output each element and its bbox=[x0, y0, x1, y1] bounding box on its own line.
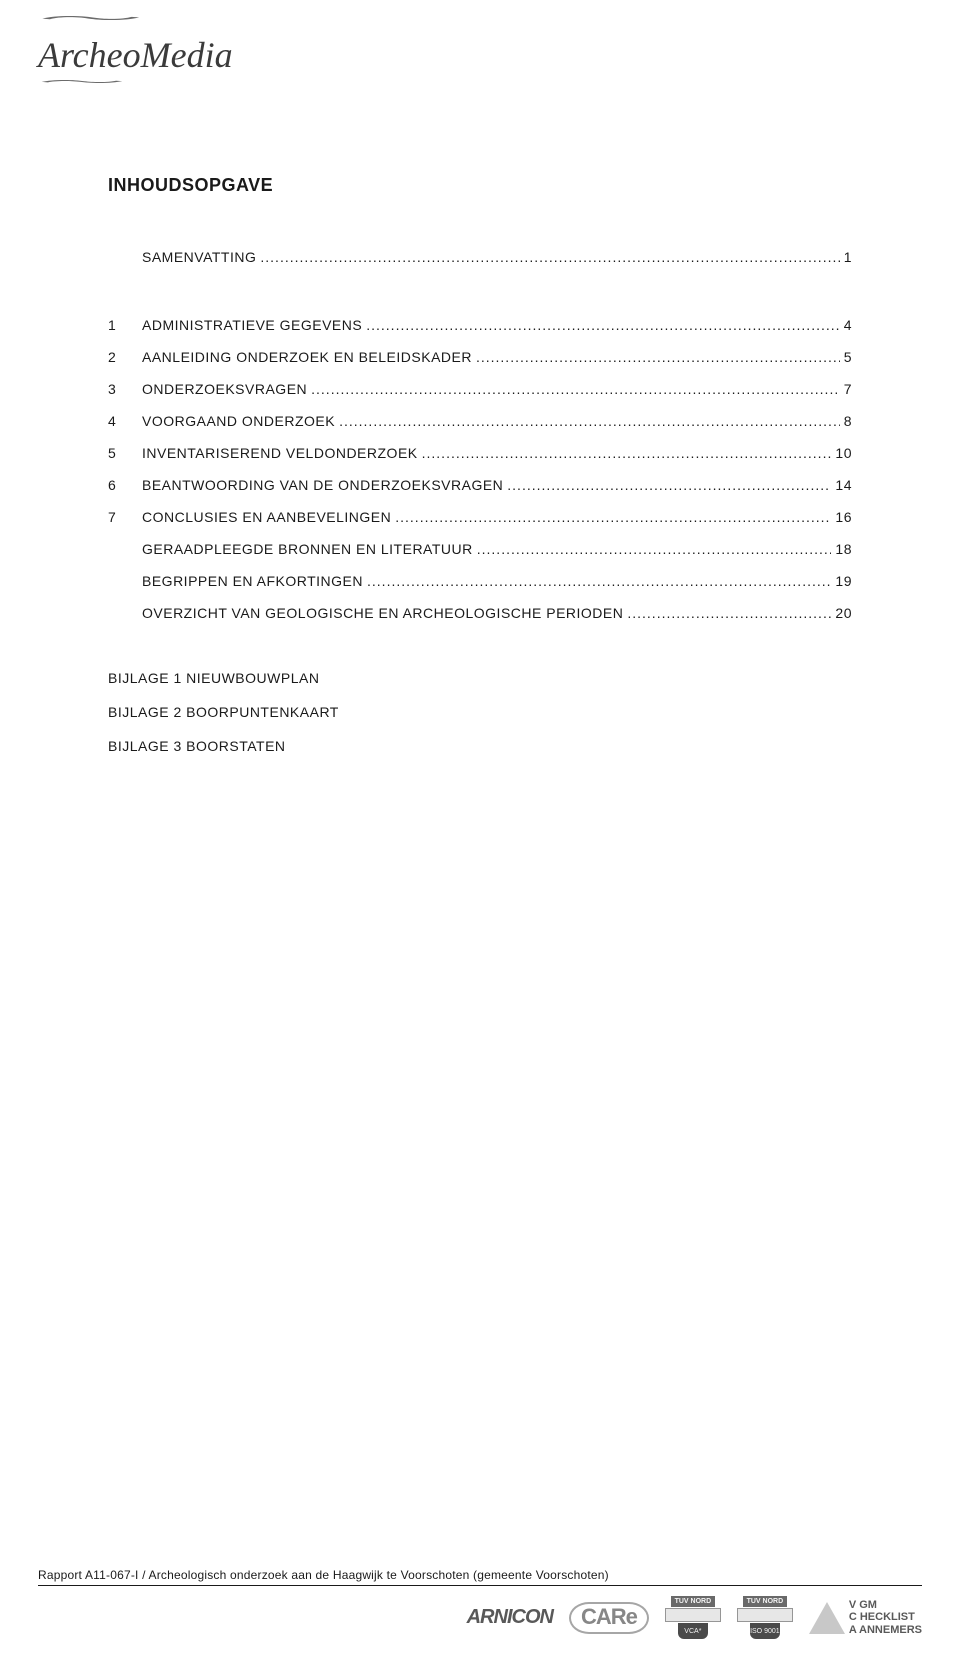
toc-page: 19 bbox=[831, 574, 852, 588]
toc-number: 3 bbox=[108, 382, 142, 396]
toc-page: 4 bbox=[840, 318, 852, 332]
toc-page: 8 bbox=[840, 414, 852, 428]
toc-page: 5 bbox=[840, 350, 852, 364]
toc-entry: SAMENVATTING 1 bbox=[108, 250, 852, 264]
toc-entry: 7 CONCLUSIES EN AANBEVELINGEN 16 bbox=[108, 510, 852, 524]
toc-entry: OVERZICHT VAN GEOLOGISCHE EN ARCHEOLOGIS… bbox=[108, 606, 852, 620]
toc-number: 6 bbox=[108, 478, 142, 492]
content: INHOUDSOPGAVE SAMENVATTING 1 1 ADMINISTR… bbox=[108, 175, 852, 772]
appendix-line: BIJLAGE 1 NIEUWBOUWPLAN bbox=[108, 670, 852, 686]
vca-line: V GM bbox=[849, 1599, 877, 1611]
toc-page: 10 bbox=[831, 446, 852, 460]
tuv-badge: ISO 9001 bbox=[750, 1623, 780, 1639]
toc-page: 18 bbox=[831, 542, 852, 556]
care-logo: CARe bbox=[569, 1602, 649, 1634]
tuv-label: TUV NORD bbox=[743, 1596, 788, 1607]
toc-leader bbox=[307, 382, 840, 396]
page-title: INHOUDSOPGAVE bbox=[108, 175, 852, 196]
toc-page: 7 bbox=[840, 382, 852, 396]
toc-page: 1 bbox=[840, 250, 852, 264]
vca-line: A ANNEMERS bbox=[849, 1624, 922, 1636]
tuv-cert-box bbox=[665, 1608, 721, 1622]
toc-label: VOORGAAND ONDERZOEK bbox=[142, 414, 335, 428]
footer: Rapport A11-067-I / Archeologisch onderz… bbox=[38, 1568, 922, 1639]
vca-text: V GM C HECKLIST A ANNEMERS bbox=[849, 1599, 922, 1635]
logo-swoosh-top: ～ bbox=[38, 17, 466, 20]
logo: ～ ArcheoMedia ～ bbox=[38, 14, 233, 86]
toc-entry: 1 ADMINISTRATIEVE GEGEVENS 4 bbox=[108, 318, 852, 332]
tuv-nord-iso-logo: TUV NORD ISO 9001 bbox=[737, 1596, 793, 1639]
vca-checklist-logo: V GM C HECKLIST A ANNEMERS bbox=[809, 1599, 922, 1635]
tuv-badge: VCA* bbox=[678, 1623, 708, 1639]
toc-number: 5 bbox=[108, 446, 142, 460]
toc-entry: 4 VOORGAAND ONDERZOEK 8 bbox=[108, 414, 852, 428]
toc-leader bbox=[473, 542, 832, 556]
toc-leader bbox=[363, 574, 831, 588]
toc-label: ONDERZOEKSVRAGEN bbox=[142, 382, 307, 396]
page: ～ ArcheoMedia ～ INHOUDSOPGAVE SAMENVATTI… bbox=[0, 0, 960, 1661]
triangle-icon bbox=[809, 1602, 845, 1634]
toc-leader bbox=[503, 478, 831, 492]
toc-number: 1 bbox=[108, 318, 142, 332]
toc-leader bbox=[472, 350, 840, 364]
toc-spacer bbox=[108, 282, 852, 318]
toc-entry: 6 BEANTWOORDING VAN DE ONDERZOEKSVRAGEN … bbox=[108, 478, 852, 492]
toc-label: SAMENVATTING bbox=[142, 250, 256, 264]
toc-entry: GERAADPLEEGDE BRONNEN EN LITERATUUR 18 bbox=[108, 542, 852, 556]
toc-leader bbox=[418, 446, 832, 460]
table-of-contents: SAMENVATTING 1 1 ADMINISTRATIEVE GEGEVEN… bbox=[108, 250, 852, 620]
toc-leader bbox=[362, 318, 839, 332]
logo-text: ArcheoMedia bbox=[38, 34, 233, 76]
toc-leader bbox=[335, 414, 840, 428]
arnicon-logo: ARNICON bbox=[467, 1606, 553, 1629]
toc-number: 2 bbox=[108, 350, 142, 364]
toc-label: GERAADPLEEGDE BRONNEN EN LITERATUUR bbox=[142, 542, 473, 556]
toc-page: 16 bbox=[831, 510, 852, 524]
toc-leader bbox=[256, 250, 839, 264]
vca-line: C HECKLIST bbox=[849, 1611, 915, 1623]
appendix-line: BIJLAGE 3 BOORSTATEN bbox=[108, 738, 852, 754]
toc-label: OVERZICHT VAN GEOLOGISCHE EN ARCHEOLOGIS… bbox=[142, 606, 623, 620]
footer-text: Rapport A11-067-I / Archeologisch onderz… bbox=[38, 1568, 922, 1586]
toc-label: ADMINISTRATIEVE GEGEVENS bbox=[142, 318, 362, 332]
toc-entry: 3 ONDERZOEKSVRAGEN 7 bbox=[108, 382, 852, 396]
toc-page: 14 bbox=[831, 478, 852, 492]
toc-label: CONCLUSIES EN AANBEVELINGEN bbox=[142, 510, 391, 524]
appendix-line: BIJLAGE 2 BOORPUNTENKAART bbox=[108, 704, 852, 720]
toc-number: 7 bbox=[108, 510, 142, 524]
toc-entry: BEGRIPPEN EN AFKORTINGEN 19 bbox=[108, 574, 852, 588]
logo-swoosh-bottom: ～ bbox=[38, 80, 466, 82]
toc-number: 4 bbox=[108, 414, 142, 428]
appendix-list: BIJLAGE 1 NIEUWBOUWPLAN BIJLAGE 2 BOORPU… bbox=[108, 670, 852, 754]
toc-leader bbox=[391, 510, 831, 524]
toc-entry: 5 INVENTARISEREND VELDONDERZOEK 10 bbox=[108, 446, 852, 460]
toc-label: BEGRIPPEN EN AFKORTINGEN bbox=[142, 574, 363, 588]
tuv-cert-box bbox=[737, 1608, 793, 1622]
footer-logos: ARNICON CARe TUV NORD VCA* TUV NORD ISO … bbox=[38, 1596, 922, 1639]
toc-label: BEANTWOORDING VAN DE ONDERZOEKSVRAGEN bbox=[142, 478, 503, 492]
toc-label: INVENTARISEREND VELDONDERZOEK bbox=[142, 446, 418, 460]
tuv-nord-vca-logo: TUV NORD VCA* bbox=[665, 1596, 721, 1639]
tuv-label: TUV NORD bbox=[671, 1596, 716, 1607]
toc-page: 20 bbox=[831, 606, 852, 620]
toc-leader bbox=[623, 606, 831, 620]
toc-label: AANLEIDING ONDERZOEK EN BELEIDSKADER bbox=[142, 350, 472, 364]
toc-entry: 2 AANLEIDING ONDERZOEK EN BELEIDSKADER 5 bbox=[108, 350, 852, 364]
